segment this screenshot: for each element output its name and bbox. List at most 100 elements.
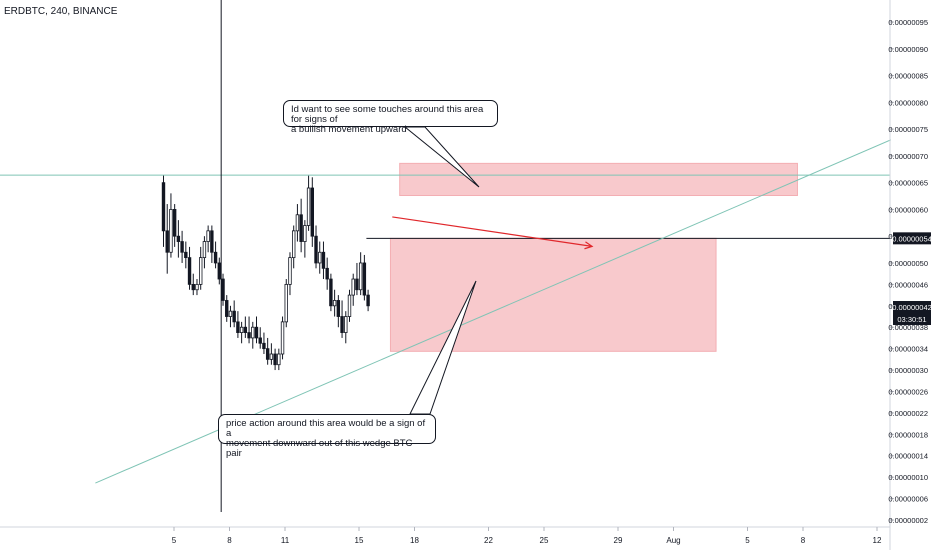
y-tick-label: 0.00000070 [888, 152, 928, 161]
candle-body [239, 326, 244, 333]
candle-body [221, 278, 225, 301]
x-tick-label: 22 [484, 536, 493, 545]
y-tick-label: 0.00000050 [888, 259, 928, 268]
candle-body [358, 262, 363, 291]
upper-zone [399, 162, 798, 196]
arrow-line [392, 216, 593, 247]
candle-body [362, 262, 367, 296]
y-tick-label: 0.00000010 [888, 473, 928, 482]
last-price-label: 0.00000042 [892, 303, 932, 312]
candle-body [210, 230, 214, 253]
y-tick-label: 0.00000085 [888, 72, 928, 81]
resistance-price-box [893, 232, 931, 245]
candle-body [351, 278, 355, 296]
candle-body [280, 321, 285, 355]
candle-body [202, 241, 207, 259]
note-bottom-line1: price action around this area would be a… [226, 418, 426, 439]
y-tick-label: 0.00000060 [888, 205, 928, 214]
candle-body [213, 251, 218, 264]
y-tick-label: 0.00000022 [888, 409, 928, 418]
y-tick-label: 0.00000065 [888, 179, 928, 188]
candle-body [318, 251, 322, 264]
candle-body [161, 182, 166, 232]
candle-body [336, 300, 341, 317]
candle-body [295, 214, 300, 232]
y-tick-label: 0.00000026 [888, 387, 928, 396]
note-bottom-line2: movement downward out of this wedge BTC … [226, 438, 413, 459]
y-tick-label: 0.00000038 [888, 323, 928, 332]
y-tick-label: 0.00000095 [888, 18, 928, 27]
candle-body [262, 342, 266, 350]
candle-body [273, 353, 277, 366]
x-tick-label: 11 [281, 536, 290, 545]
candle-body [180, 241, 184, 253]
candle-body [284, 283, 288, 323]
candle-body [236, 321, 240, 333]
x-tick-label: Aug [666, 536, 680, 545]
candle-body [225, 300, 229, 317]
candle-body [277, 353, 281, 366]
candle-body [247, 332, 251, 339]
candle-body [314, 235, 318, 264]
candle-body [310, 187, 314, 237]
x-tick-label: 18 [410, 536, 419, 545]
candle-body [195, 283, 199, 291]
candle-body [187, 257, 192, 285]
x-tick-label: 5 [745, 536, 750, 545]
arrow-head [584, 241, 594, 250]
candle-body [198, 257, 203, 285]
candle-body [184, 251, 188, 259]
note-top-pointer [403, 126, 480, 188]
candle-body [329, 278, 333, 307]
y-tick-label: 0.00000034 [888, 345, 928, 354]
candle-body [243, 326, 248, 333]
candle-body [347, 294, 352, 317]
y-tick-label: 0.00000080 [888, 98, 928, 107]
resistance-price-label: 0.00000054 [892, 234, 932, 243]
y-tick-label: 0.00000018 [888, 430, 928, 439]
candle-body [254, 326, 259, 339]
candle-body [269, 353, 274, 360]
y-tick-label: 0.00000046 [888, 280, 928, 289]
candle-body [325, 267, 329, 280]
candle-body [303, 225, 307, 242]
candle-body [299, 214, 303, 242]
candle-body [355, 278, 359, 291]
candle-body [228, 310, 233, 317]
candle-body [251, 326, 255, 339]
candle-body [191, 283, 195, 291]
candle-body [306, 187, 311, 226]
x-tick-label: 15 [355, 536, 364, 545]
candle-body [288, 257, 292, 285]
y-tick-label: 0.00000014 [888, 452, 928, 461]
candle-body [291, 230, 296, 259]
x-tick-label: 12 [873, 536, 882, 545]
candle-body [165, 230, 169, 253]
symbol-label: ERDBTC, 240, BINANCE [4, 6, 118, 17]
candle-body [258, 337, 262, 344]
note-top-line2: a bullish movement upward [291, 124, 407, 135]
x-tick-label: 8 [801, 536, 806, 545]
x-tick-label: 25 [540, 536, 549, 545]
y-tick-label: 0.00000030 [888, 366, 928, 375]
candle-body [176, 235, 181, 242]
candle-body [217, 262, 221, 280]
x-tick-label: 29 [614, 536, 623, 545]
countdown-label: 03:30:51 [897, 315, 926, 324]
y-tick-label: 0.00000002 [888, 516, 928, 525]
candle-body [265, 348, 270, 360]
candle-body [206, 230, 210, 242]
candle-body [321, 251, 326, 269]
candle-body [344, 316, 348, 333]
candle-body [366, 294, 370, 307]
candle-body [232, 310, 236, 323]
candle-body [169, 209, 173, 253]
y-tick-label: 0.00000090 [888, 45, 928, 54]
annotation-note-bottom[interactable]: price action around this area would be a… [218, 414, 436, 459]
candle-body [332, 300, 337, 307]
x-tick-label: 8 [227, 536, 232, 545]
candle-body [340, 316, 344, 333]
annotation-note-top[interactable]: Id want to see some touches around this … [283, 100, 498, 135]
